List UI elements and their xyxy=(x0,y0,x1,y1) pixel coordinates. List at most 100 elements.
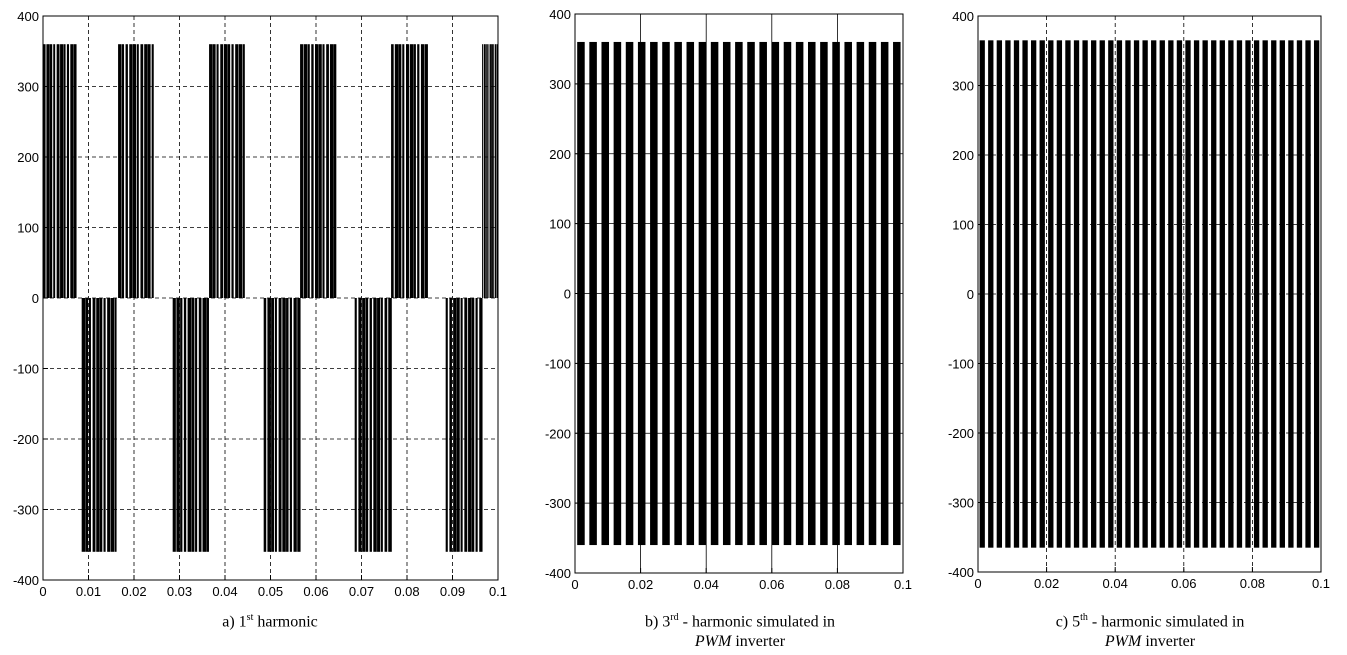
pulse-negative xyxy=(195,298,198,552)
pulse-negative xyxy=(988,294,994,548)
pulse-negative xyxy=(783,293,792,546)
pulse-positive xyxy=(1185,40,1191,295)
pulse-negative xyxy=(365,298,369,552)
pulse-negative xyxy=(384,298,388,552)
pulse-negative xyxy=(1056,294,1063,548)
pulse-positive xyxy=(1271,40,1277,295)
pulse-positive xyxy=(413,44,416,299)
pulse-negative xyxy=(893,293,901,546)
pulse-positive xyxy=(601,41,610,294)
pulse-positive xyxy=(1065,40,1071,295)
pulse-negative xyxy=(456,298,460,552)
pulse-positive xyxy=(1202,40,1208,295)
pulse-positive xyxy=(151,44,154,299)
pulse-negative xyxy=(710,293,719,546)
pulse-positive xyxy=(613,41,622,294)
pulse-positive xyxy=(856,41,865,294)
pulse-positive xyxy=(625,41,634,294)
pulse-positive xyxy=(394,44,399,299)
y-tick-label: 0 xyxy=(967,287,974,302)
pulse-negative xyxy=(1082,294,1088,548)
pulse-positive xyxy=(53,44,56,299)
pulse-positive xyxy=(303,44,308,299)
pulse-positive xyxy=(1313,40,1320,295)
pulse-positive xyxy=(1176,40,1183,295)
y-tick-label: 200 xyxy=(952,148,974,163)
pulse-negative xyxy=(388,298,392,552)
pulse-positive xyxy=(490,44,492,299)
caption-b-rest: - harmonic simulated in xyxy=(678,613,836,631)
y-tick-label: 200 xyxy=(17,150,39,165)
y-tick-label: -200 xyxy=(948,426,974,441)
y-tick-label: -100 xyxy=(13,362,39,377)
pulse-negative xyxy=(183,298,187,552)
pulse-negative xyxy=(1202,294,1208,548)
pulse-positive xyxy=(1056,40,1063,295)
y-tick-label: 100 xyxy=(952,218,974,233)
pulse-positive xyxy=(49,44,53,299)
pulse-negative xyxy=(1236,294,1243,548)
pulse-negative xyxy=(996,294,1003,548)
y-tick-label: 400 xyxy=(952,9,974,24)
caption-a-sup: st xyxy=(246,612,254,623)
pulse-negative xyxy=(354,298,357,552)
pulse-positive xyxy=(56,44,60,299)
pulse-negative xyxy=(85,298,89,552)
caption-c-line2: PWM inverter xyxy=(980,632,1320,652)
pulse-negative xyxy=(271,298,274,552)
pulse-negative xyxy=(1159,294,1165,548)
pulse-positive xyxy=(398,44,402,299)
pulse-positive xyxy=(686,41,695,294)
y-tick-label: -300 xyxy=(545,496,571,511)
pulse-negative xyxy=(1099,294,1105,548)
pulse-positive xyxy=(710,41,719,294)
pulse-negative xyxy=(445,298,448,552)
pulse-positive xyxy=(1253,40,1260,295)
y-tick-label: -200 xyxy=(545,426,571,441)
pulse-negative xyxy=(191,298,195,552)
chart-a: 0 0.01 0.02 0.03 0.04 0.05 0.06 0.07 0.08 0.09 0.1… xyxy=(13,9,507,599)
caption-b-line1: b) 3rd - harmonic simulated in xyxy=(570,608,910,632)
y-tick-label: -200 xyxy=(13,432,39,447)
pulse-negative xyxy=(868,293,877,546)
pulse-positive xyxy=(662,41,670,294)
pulse-negative xyxy=(202,298,207,552)
pulse-positive xyxy=(637,41,646,294)
pulse-positive xyxy=(318,44,322,299)
pulse-positive xyxy=(314,44,319,299)
x-tick-label: 0 xyxy=(974,576,981,591)
chart-c: 0 0.02 0.04 0.06 0.08 0.1 400 300 200 100 0 -100 -20… xyxy=(948,9,1330,591)
pulse-negative xyxy=(1185,294,1191,548)
pulse-positive xyxy=(771,41,780,294)
pulse-positive xyxy=(988,40,994,295)
pulse-positive xyxy=(1142,40,1148,295)
pulse-positive xyxy=(1125,40,1131,295)
caption-c-italic: PWM xyxy=(1104,633,1142,651)
pulse-negative xyxy=(479,298,483,552)
pulse-positive xyxy=(70,44,74,299)
pulse-positive xyxy=(1116,40,1123,295)
caption-b-italic: PWM xyxy=(694,633,732,651)
pulse-positive xyxy=(307,44,310,299)
pulse-negative xyxy=(1151,294,1157,548)
y-tick-label: 100 xyxy=(17,221,39,236)
pulse-negative xyxy=(380,298,383,552)
pulse-negative xyxy=(282,298,286,552)
x-tick-label: 0.06 xyxy=(303,584,328,599)
pulse-negative xyxy=(1030,294,1037,548)
pulse-negative xyxy=(206,298,209,552)
pulse-positive xyxy=(1279,40,1285,295)
pulse-positive xyxy=(1082,40,1088,295)
pulse-negative xyxy=(1133,294,1140,548)
pulse-positive xyxy=(1073,40,1080,295)
pulse-negative xyxy=(650,293,658,546)
pulse-positive xyxy=(333,44,337,299)
pulse-positive xyxy=(488,44,490,299)
pulse-negative xyxy=(808,293,816,546)
pulse-positive xyxy=(1219,40,1225,295)
x-tick-label: 0 xyxy=(571,577,578,592)
x-tick-label: 0.02 xyxy=(1034,576,1059,591)
pulse-negative xyxy=(1125,294,1131,548)
pulse-negative xyxy=(460,298,463,552)
pulse-negative xyxy=(1176,294,1183,548)
